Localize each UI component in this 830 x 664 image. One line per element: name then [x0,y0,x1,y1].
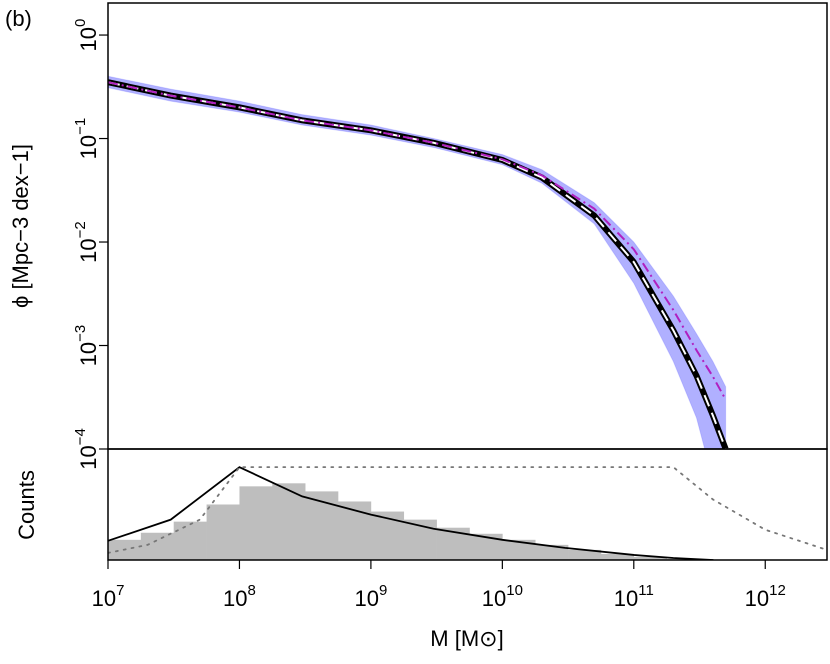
x-axis-label: M [M⊙] [430,626,503,651]
histogram-bar [502,539,536,560]
x-tick-label: 109 [354,582,387,611]
y-axis-label: Counts [14,470,39,540]
x-tick-label: 108 [223,582,256,611]
y-axis-label: ϕ [Mpc−3 dex−1] [8,144,33,308]
y-tick-label: 100 [72,19,101,52]
x-tick-label: 107 [92,582,125,611]
histogram-bar [535,544,569,560]
histogram-bar [370,511,405,560]
y-tick-label: 10−4 [72,428,101,470]
x-tick-label: 1012 [745,582,786,611]
y-tick-label: 10−1 [72,118,101,160]
histogram-bar [305,491,339,560]
bottom-plot [108,466,827,560]
x-tick-label: 1010 [482,582,523,611]
histogram-bar [600,553,635,560]
histogram-bar [338,501,372,560]
axes: 10−4 10−3 10−2 10−1 100 107 108 109 1010 1011 1012 [72,19,786,611]
y-tick-label: 10−2 [72,221,101,263]
bottom-frame [107,448,828,561]
histogram-bar [239,486,273,560]
histogram-bar [140,532,175,560]
histogram-bar [206,504,240,560]
panel-label: (b) [5,6,32,31]
line [108,79,729,449]
y-tick-label: 10−3 [72,325,101,367]
uncertainty-band [108,75,727,449]
x-tick-label: 1011 [614,582,654,611]
line [108,81,727,401]
top-plot [108,75,729,449]
histogram-bar [173,521,207,560]
line [108,466,714,560]
histogram-bar [568,549,602,560]
histogram-bar [633,556,667,560]
line [108,466,827,554]
